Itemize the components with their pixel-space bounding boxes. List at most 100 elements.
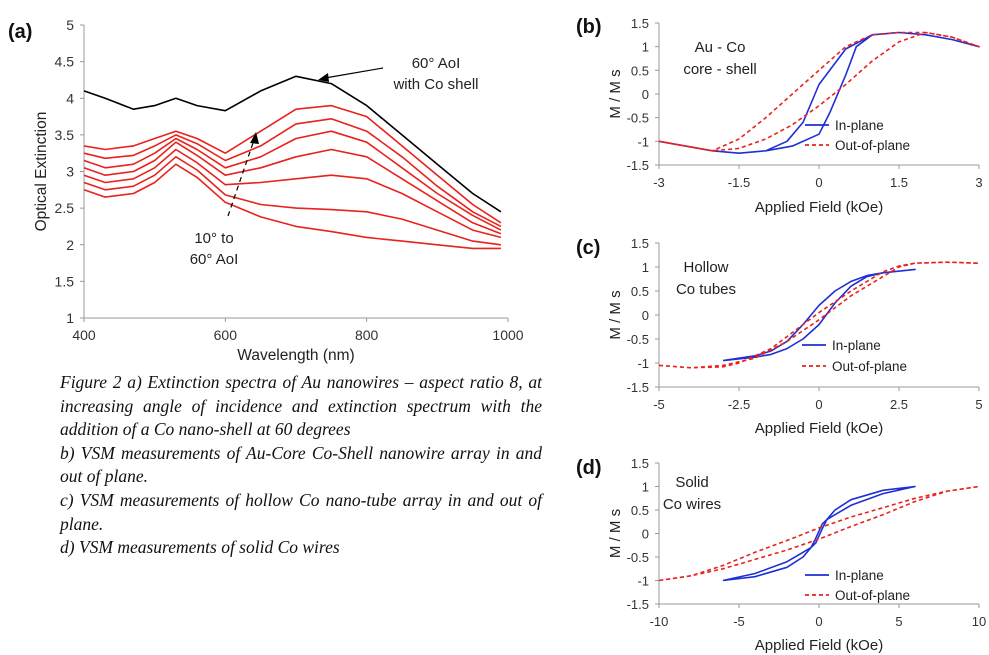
y-tick-label: -1 bbox=[637, 356, 649, 371]
series-line bbox=[83, 163, 501, 250]
x-tick-label: 1000 bbox=[492, 327, 523, 343]
x-tick-label: 600 bbox=[214, 327, 238, 343]
arrow-head bbox=[318, 73, 329, 82]
x-tick-label: -2.5 bbox=[728, 397, 750, 412]
y-tick-label: 3.5 bbox=[55, 127, 75, 143]
caption-b: b) VSM measurements of Au-Core Co-Shell … bbox=[60, 442, 542, 487]
legend-label: In-plane bbox=[835, 568, 884, 583]
y-tick-label: 1 bbox=[642, 40, 649, 55]
x-tick-label: 10 bbox=[972, 614, 986, 629]
y-tick-label: -0.5 bbox=[627, 550, 649, 565]
series-out-of-plane bbox=[658, 31, 980, 152]
y-tick-label: 1.5 bbox=[631, 16, 649, 31]
annotation-text: Co tubes bbox=[676, 281, 736, 298]
y-tick-label: 0 bbox=[642, 308, 649, 323]
annotation-arrow bbox=[324, 67, 384, 79]
y-tick-label: 4 bbox=[66, 90, 74, 106]
panel-label: (c) bbox=[576, 237, 600, 259]
annotation-text: 10° to bbox=[194, 230, 233, 247]
y-tick-label: 0.5 bbox=[631, 63, 649, 78]
y-axis-label: M / M s bbox=[607, 290, 624, 339]
y-tick-label: 5 bbox=[66, 17, 74, 33]
x-tick-label: -1.5 bbox=[728, 175, 750, 190]
panel-label: (a) bbox=[8, 21, 32, 43]
series-line bbox=[83, 156, 502, 246]
panel-label: (b) bbox=[576, 16, 602, 38]
x-axis-label: Applied Field (kOe) bbox=[755, 199, 883, 216]
y-tick-label: 0.5 bbox=[631, 284, 649, 299]
x-tick-label: 1.5 bbox=[890, 175, 908, 190]
y-tick-label: 3 bbox=[66, 164, 74, 180]
x-tick-label: -10 bbox=[650, 614, 669, 629]
series-line bbox=[83, 118, 502, 228]
annotation-text: 60° AoI bbox=[412, 55, 461, 72]
legend-label: Out-of-plane bbox=[832, 359, 907, 374]
y-tick-label: -1 bbox=[637, 134, 649, 149]
x-tick-label: 0 bbox=[815, 614, 822, 629]
series-line bbox=[83, 130, 502, 231]
annotation-text: Au - Co bbox=[695, 39, 746, 56]
legend-label: Out-of-plane bbox=[835, 588, 910, 603]
x-tick-label: 5 bbox=[895, 614, 902, 629]
y-tick-label: 1.5 bbox=[631, 456, 649, 471]
y-tick-label: -0.5 bbox=[627, 332, 649, 347]
legend-label: In-plane bbox=[832, 338, 881, 353]
x-tick-label: -5 bbox=[733, 614, 745, 629]
series-line bbox=[83, 75, 502, 213]
annotation-text: core - shell bbox=[683, 61, 756, 78]
x-axis-label: Applied Field (kOe) bbox=[755, 637, 883, 654]
y-tick-label: 0 bbox=[642, 527, 649, 542]
y-tick-label: -1.5 bbox=[627, 158, 649, 173]
x-tick-label: 400 bbox=[72, 327, 96, 343]
legend-label: Out-of-plane bbox=[835, 138, 910, 153]
series-in-plane bbox=[722, 485, 916, 582]
y-axis-label: Optical Extinction bbox=[33, 112, 50, 232]
annotation-arrow-dashed bbox=[227, 139, 255, 217]
y-tick-label: 1 bbox=[642, 260, 649, 275]
x-tick-label: 2.5 bbox=[890, 397, 908, 412]
y-tick-label: 1 bbox=[642, 480, 649, 495]
y-tick-label: -1.5 bbox=[627, 380, 649, 395]
y-tick-label: -1.5 bbox=[627, 597, 649, 612]
y-axis-label: M / M s bbox=[607, 509, 624, 558]
panel-label: (d) bbox=[576, 457, 602, 479]
figure-caption: Figure 2 a) Extinction spectra of Au nan… bbox=[60, 371, 542, 560]
y-tick-label: -0.5 bbox=[627, 111, 649, 126]
caption-a: Figure 2 a) Extinction spectra of Au nan… bbox=[60, 372, 542, 440]
y-tick-label: 1.5 bbox=[55, 273, 75, 289]
x-axis-label: Applied Field (kOe) bbox=[755, 420, 883, 437]
x-tick-label: 0 bbox=[815, 397, 822, 412]
y-tick-label: 0 bbox=[642, 87, 649, 102]
x-axis-label: Wavelength (nm) bbox=[237, 347, 354, 364]
series-in-plane bbox=[722, 268, 916, 362]
annotation-text: Co wires bbox=[663, 496, 721, 513]
series-line bbox=[83, 141, 502, 235]
caption-c: c) VSM measurements of hollow Co nano-tu… bbox=[60, 489, 542, 534]
x-tick-label: -5 bbox=[653, 397, 665, 412]
y-tick-label: 4.5 bbox=[55, 54, 75, 70]
y-tick-label: -1 bbox=[637, 574, 649, 589]
series-out-of-plane bbox=[658, 261, 980, 369]
y-axis-label: M / M s bbox=[607, 69, 624, 118]
series-line bbox=[83, 104, 502, 224]
y-tick-label: 2 bbox=[66, 237, 74, 253]
y-tick-label: 2.5 bbox=[55, 200, 75, 216]
legend-label: In-plane bbox=[835, 118, 884, 133]
caption-d: d) VSM measurements of solid Co wires bbox=[60, 537, 340, 558]
x-tick-label: 0 bbox=[815, 175, 822, 190]
series-in-plane bbox=[658, 31, 980, 154]
annotation-text: Hollow bbox=[683, 259, 728, 276]
x-tick-label: 3 bbox=[975, 175, 982, 190]
x-tick-label: 5 bbox=[975, 397, 982, 412]
x-tick-label: -3 bbox=[653, 175, 665, 190]
series-line bbox=[83, 148, 502, 239]
annotation-text: with Co shell bbox=[392, 76, 478, 93]
y-tick-label: 0.5 bbox=[631, 503, 649, 518]
annotation-text: 60° AoI bbox=[190, 251, 239, 268]
y-tick-label: 1.5 bbox=[631, 236, 649, 251]
arrow-head bbox=[250, 132, 259, 144]
x-tick-label: 800 bbox=[355, 327, 379, 343]
annotation-text: Solid bbox=[675, 474, 708, 491]
y-tick-label: 1 bbox=[66, 310, 74, 326]
